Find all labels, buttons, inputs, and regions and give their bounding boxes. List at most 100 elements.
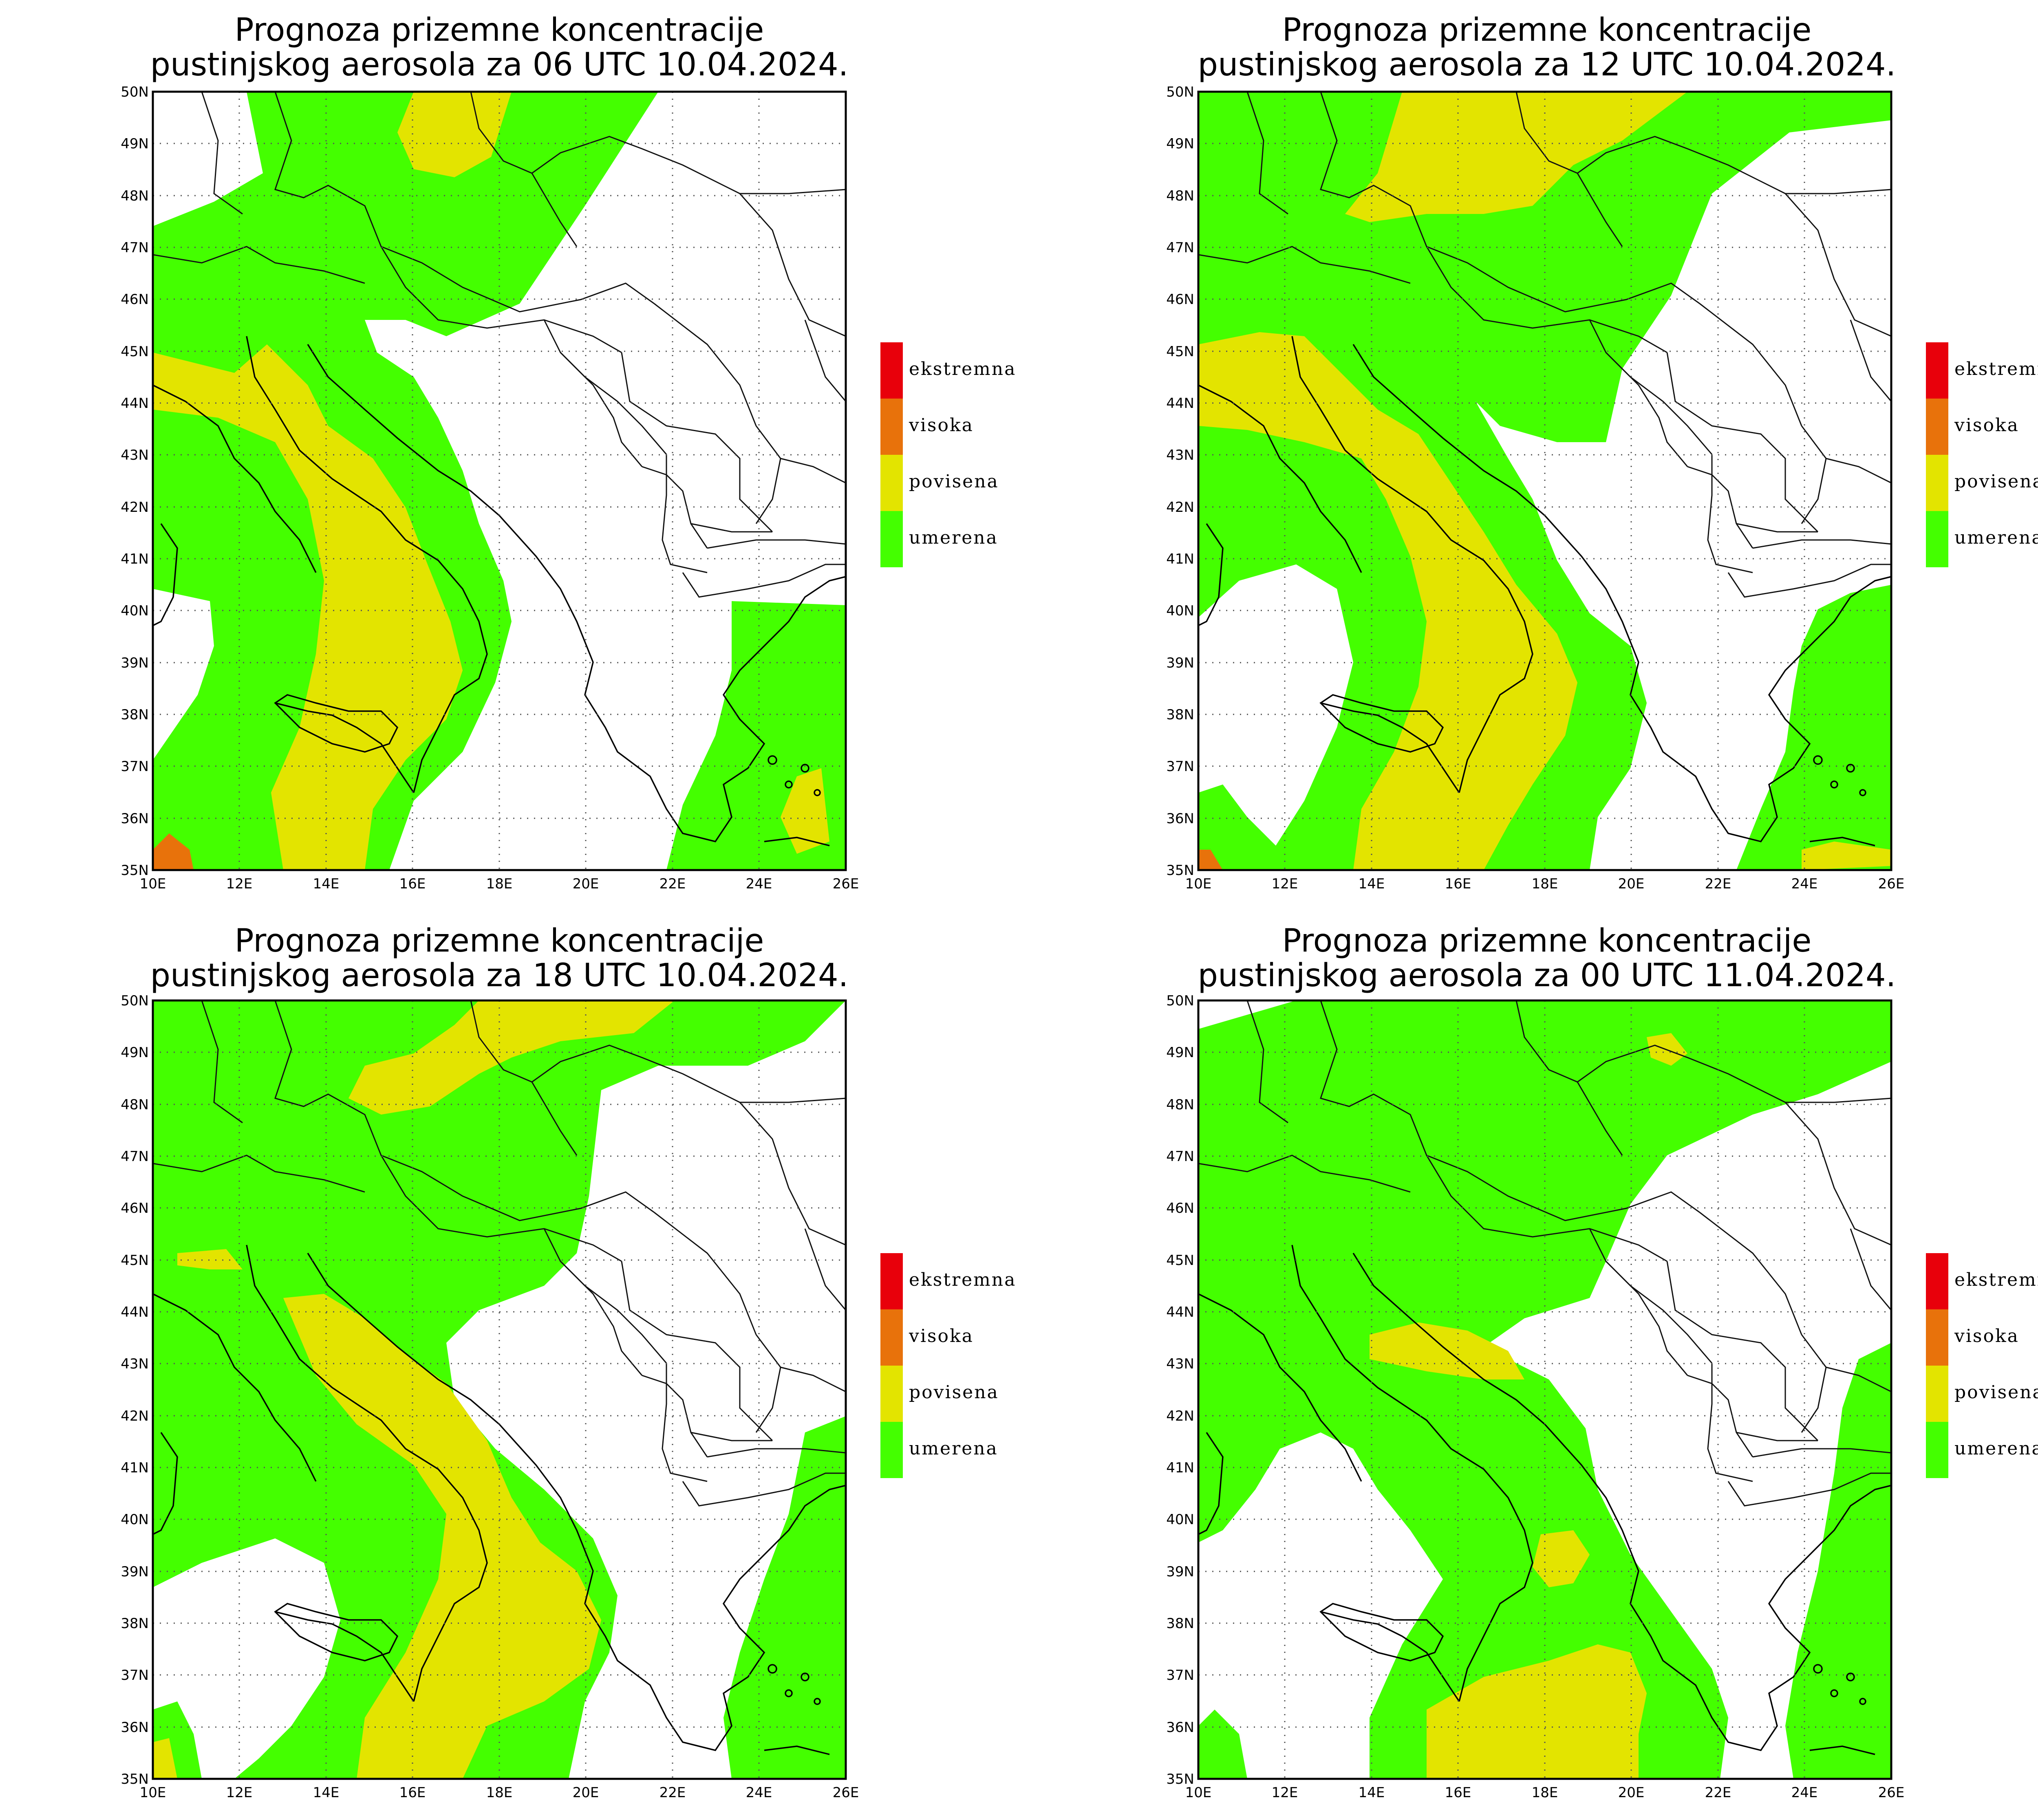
legend-swatch-povisena — [1926, 1366, 1948, 1422]
tick-label: 18E — [1532, 876, 1558, 892]
tick-label: 41N — [121, 551, 149, 567]
legend-label-umerena: umerena — [1954, 1438, 2038, 1459]
tick-label: 44N — [1166, 1304, 1194, 1320]
tick-label: 49N — [1166, 1044, 1194, 1061]
map-panel-12utc: Prognoza prizemne koncentracije pustinjs… — [1166, 12, 2038, 892]
lat-tick-labels: 35N 36N 37N 38N 39N 40N 41N 42N 43N 44N … — [121, 993, 149, 1787]
map-area: 35N 36N 37N 38N 39N 40N 41N 42N 43N 44N … — [121, 993, 859, 1801]
map-panel-18utc: Prognoza prizemne koncentracije pustinjs… — [121, 923, 1015, 1801]
graticule — [153, 1000, 846, 1779]
lon-tick-labels: 10E 12E 14E 16E 18E 20E 22E 24E 26E — [1185, 876, 1905, 892]
tick-label: 48N — [1166, 188, 1194, 204]
tick-label: 40N — [121, 603, 149, 619]
graticule — [1198, 92, 1891, 870]
map-panel-06utc: Prognoza prizemne koncentracije pustinjs… — [121, 12, 1016, 892]
tick-label: 50N — [1166, 84, 1194, 100]
map-area: 35N 36N 37N 38N 39N 40N 41N 42N 43N 44N … — [1166, 993, 1904, 1801]
legend-label-povisena: povisena — [1954, 471, 2038, 492]
umerena-field-sw — [1198, 1710, 1247, 1779]
tick-label: 18E — [486, 1785, 513, 1801]
tick-label: 14E — [1359, 1785, 1385, 1801]
tick-label: 12E — [1272, 1785, 1298, 1801]
tick-label: 39N — [1166, 655, 1194, 671]
tick-label: 47N — [1166, 240, 1194, 256]
legend-label-povisena: povisena — [1954, 1382, 2038, 1403]
tick-label: 40N — [1166, 1512, 1194, 1528]
tick-label: 44N — [121, 395, 149, 412]
tick-label: 46N — [121, 1200, 149, 1216]
legend-swatch-visoka — [880, 1309, 903, 1366]
map-frame — [1197, 999, 1892, 1780]
tick-label: 37N — [121, 1667, 149, 1683]
tick-label: 40N — [121, 1512, 149, 1528]
legend-swatch-povisena — [880, 1366, 903, 1422]
tick-label: 50N — [121, 993, 149, 1009]
legend: ekstremna visoka povisena umerena — [1926, 1253, 2038, 1478]
tick-label: 22E — [1705, 1785, 1731, 1801]
tick-label: 10E — [1185, 876, 1212, 892]
tick-label: 43N — [1166, 1356, 1194, 1372]
tick-label: 48N — [121, 188, 149, 204]
panel-title-line2: pustinjskog aerosola za 00 UTC 11.04.202… — [1198, 957, 1896, 994]
legend-label-visoka: visoka — [1954, 1326, 2019, 1346]
legend-label-ekstremna: ekstremna — [1954, 359, 2038, 379]
white-sea-area — [153, 1538, 340, 1779]
tick-label: 20E — [1618, 1785, 1645, 1801]
tick-label: 35N — [121, 1771, 149, 1787]
tick-label: 16E — [399, 1785, 426, 1801]
map-frame — [152, 999, 847, 1780]
tick-label: 16E — [1445, 1785, 1471, 1801]
legend: ekstremna visoka povisena umerena — [1926, 342, 2038, 567]
tick-label: 38N — [121, 707, 149, 723]
tick-label: 49N — [1166, 136, 1194, 152]
tick-label: 36N — [1166, 811, 1194, 827]
legend-swatch-umerena — [1926, 1422, 1948, 1478]
lon-tick-labels: 10E 12E 14E 16E 18E 20E 22E 24E 26E — [140, 1785, 859, 1801]
tick-label: 20E — [573, 1785, 599, 1801]
legend-swatch-visoka — [1926, 399, 1948, 455]
tick-label: 44N — [1166, 395, 1194, 412]
panel-title-line2: pustinjskog aerosola za 18 UTC 10.04.202… — [150, 957, 849, 994]
legend-label-visoka: visoka — [909, 1326, 974, 1346]
tick-label: 46N — [1166, 1200, 1194, 1216]
tick-label: 45N — [121, 344, 149, 360]
panel-title-line1: Prognoza prizemne koncentracije — [1282, 923, 1812, 959]
map-frame — [152, 90, 847, 871]
visoka-field — [153, 833, 194, 870]
tick-label: 16E — [1445, 876, 1471, 892]
legend-label-visoka: visoka — [1954, 415, 2019, 436]
white-sea-area — [1198, 564, 1353, 846]
graticule — [1198, 1000, 1891, 1779]
panel-title-line1: Prognoza prizemne koncentracije — [235, 923, 764, 959]
umerena-field — [153, 589, 214, 760]
tick-label: 49N — [121, 1044, 149, 1061]
legend-label-povisena: povisena — [909, 471, 999, 492]
tick-label: 14E — [313, 876, 340, 892]
povisena-field-center — [1533, 1530, 1590, 1587]
tick-label: 43N — [1166, 447, 1194, 463]
panel-title-line1: Prognoza prizemne koncentracije — [235, 12, 764, 48]
tick-label: 44N — [121, 1304, 149, 1320]
visoka-field — [1198, 850, 1223, 870]
tick-label: 48N — [1166, 1097, 1194, 1113]
tick-label: 20E — [1618, 876, 1645, 892]
tick-label: 18E — [1532, 1785, 1558, 1801]
panel-title-line2: pustinjskog aerosola za 06 UTC 10.04.202… — [150, 46, 849, 83]
map-frame — [1197, 90, 1892, 871]
povisena-field — [1427, 1644, 1647, 1779]
legend-label-ekstremna: ekstremna — [909, 359, 1016, 379]
tick-label: 45N — [1166, 344, 1194, 360]
tick-label: 47N — [121, 1148, 149, 1165]
tick-label: 42N — [1166, 1408, 1194, 1424]
tick-label: 18E — [486, 876, 513, 892]
tick-label: 43N — [121, 1356, 149, 1372]
legend-swatch-umerena — [880, 1422, 903, 1478]
tick-label: 46N — [1166, 291, 1194, 308]
povisena-field — [1198, 332, 1577, 870]
tick-label: 26E — [1878, 1785, 1905, 1801]
tick-label: 37N — [1166, 1667, 1194, 1683]
tick-label: 26E — [1878, 876, 1905, 892]
povisena-field-north — [397, 92, 512, 177]
tick-label: 37N — [1166, 758, 1194, 775]
